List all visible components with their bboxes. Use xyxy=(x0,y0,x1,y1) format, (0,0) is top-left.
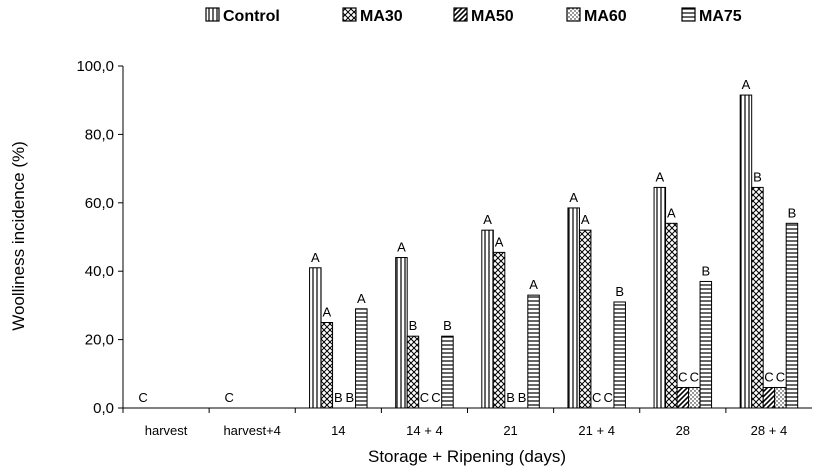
significance-letter: B xyxy=(345,390,354,405)
bar-ma50-28-4 xyxy=(762,386,776,409)
legend-label-ma30: MA30 xyxy=(360,8,403,25)
x-tick-label: harvest xyxy=(145,423,188,438)
significance-letter: B xyxy=(615,284,624,299)
x-tick-label: 14 + 4 xyxy=(406,423,443,438)
significance-letter: A xyxy=(322,305,331,320)
significance-letter: A xyxy=(397,240,406,255)
bar-ma30-14 xyxy=(320,322,334,409)
legend-label-ma60: MA60 xyxy=(584,8,627,25)
y-tick-label: 20,0 xyxy=(85,332,114,349)
bar-ma30-28-4 xyxy=(751,186,764,409)
x-tick-label: 21 + 4 xyxy=(578,423,615,438)
significance-letter: A xyxy=(581,212,590,227)
legend-label-ma75: MA75 xyxy=(699,8,742,25)
significance-letter: A xyxy=(569,190,578,205)
significance-letter: B xyxy=(409,318,418,333)
bar-ma30-21 xyxy=(492,251,506,409)
significance-letter: A xyxy=(357,291,366,306)
y-tick-label: 0,0 xyxy=(93,400,114,417)
y-tick-label: 40,0 xyxy=(85,263,114,280)
significance-letter: C xyxy=(592,390,601,405)
bar-control-14-4 xyxy=(395,257,408,409)
legend: Control MA30 MA50 MA60 MA75 xyxy=(205,7,742,25)
significance-letter: A xyxy=(655,169,664,184)
bar-ma50-28 xyxy=(676,386,690,409)
significance-letter: A xyxy=(742,77,751,92)
significance-letter: B xyxy=(506,390,515,405)
significance-letter: C xyxy=(764,369,773,384)
significance-letter: B xyxy=(701,263,710,278)
significance-letter: A xyxy=(495,234,504,249)
legend-swatch-ma75 xyxy=(681,7,696,22)
bar-ma30-21-4 xyxy=(578,229,592,409)
bar-ma75-14 xyxy=(355,308,368,409)
significance-letter: B xyxy=(334,390,343,405)
x-axis-title: Storage + Ripening (days) xyxy=(368,447,566,466)
bar-ma30-28 xyxy=(665,222,678,409)
bar-ma60-28-4 xyxy=(774,386,787,409)
bar-control-28 xyxy=(653,186,667,409)
bar-ma60-28 xyxy=(688,386,701,409)
bar-ma75-28 xyxy=(699,280,713,409)
x-tick-label: 28 xyxy=(676,423,690,438)
significance-letter: C xyxy=(603,390,612,405)
significance-letter: C xyxy=(678,369,687,384)
legend-swatch-ma30 xyxy=(342,7,357,22)
significance-letter: A xyxy=(311,250,320,265)
y-tick-label: 100,0 xyxy=(76,58,114,75)
significance-letter: C xyxy=(420,390,429,405)
plot-area: 0,0 20,0 40,0 60,0 80,0 100,0 harvest Charvest+… xyxy=(76,58,812,438)
legend-swatch-ma50 xyxy=(453,7,468,22)
bar-control-21-4 xyxy=(567,207,580,409)
significance-letter: C xyxy=(776,369,785,384)
significance-letter: C xyxy=(224,390,233,405)
significance-letter: A xyxy=(667,205,676,220)
legend-label-ma50: MA50 xyxy=(471,8,514,25)
bar-ma30-14-4 xyxy=(406,335,420,409)
bar-ma75-21 xyxy=(527,294,540,409)
bar-ma75-21-4 xyxy=(613,301,626,409)
x-tick-label: 14 xyxy=(331,423,345,438)
bar-control-28-4 xyxy=(739,94,753,409)
bar-control-14 xyxy=(309,267,322,409)
legend-swatch-control xyxy=(205,7,220,22)
x-tick-label: harvest+4 xyxy=(223,423,280,438)
significance-letter: A xyxy=(483,212,492,227)
significance-letter: B xyxy=(753,169,762,184)
legend-label-control: Control xyxy=(223,8,280,25)
x-tick-label: 28 + 4 xyxy=(751,423,788,438)
bar-ma75-14-4 xyxy=(441,335,454,409)
y-tick-label: 60,0 xyxy=(85,195,114,212)
significance-letter: C xyxy=(431,390,440,405)
significance-letter: B xyxy=(443,318,452,333)
x-tick-label: 21 xyxy=(503,423,517,438)
legend-swatch-ma60 xyxy=(566,7,581,22)
y-tick-label: 80,0 xyxy=(85,126,114,143)
bar-ma75-28-4 xyxy=(785,222,799,409)
significance-letter: A xyxy=(529,277,538,292)
y-axis-title: Woolliness incidence (%) xyxy=(9,141,28,331)
significance-letter: B xyxy=(788,205,797,220)
significance-letter: B xyxy=(518,390,527,405)
significance-letter: C xyxy=(138,390,147,405)
bar-control-21 xyxy=(481,229,494,409)
significance-letter: C xyxy=(690,369,699,384)
